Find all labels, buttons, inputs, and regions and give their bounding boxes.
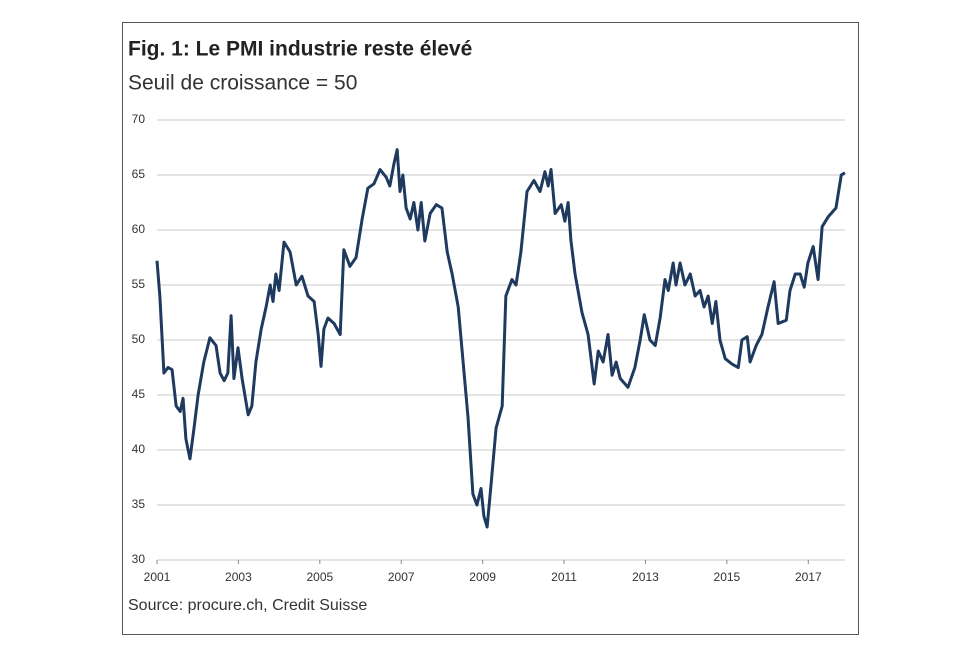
- y-tick-label: 40: [132, 442, 146, 456]
- line: [155, 148, 846, 529]
- y-tick-label: 45: [132, 387, 146, 401]
- x-tick-label: 2003: [225, 570, 252, 584]
- y-tick-label: 70: [132, 112, 146, 126]
- x-tick-label: 2017: [795, 570, 822, 584]
- chart-title: Fig. 1: Le PMI industrie reste élevé: [128, 38, 472, 61]
- chart-subtitle: Seuil de croissance = 50: [128, 72, 357, 95]
- source: Source: procure.ch, Credit Suisse: [128, 597, 367, 614]
- x-tick-label: 2013: [632, 570, 659, 584]
- y-tick-label: 50: [132, 332, 146, 346]
- x-tick-label: 2011: [551, 570, 577, 584]
- y-tick-label: 60: [132, 222, 146, 236]
- y-tick-label: 35: [132, 497, 146, 511]
- y-tick-label: 55: [132, 277, 146, 291]
- y-tick-label: 65: [132, 167, 146, 181]
- x-tick-label: 2015: [714, 570, 741, 584]
- y-tick-label: 30: [132, 552, 146, 566]
- x-tick-label: 2007: [388, 570, 415, 584]
- x-tick-label: 2005: [306, 570, 333, 584]
- x-tick-label: 2001: [144, 570, 171, 584]
- frame: [122, 22, 859, 635]
- x-tick-label: 2009: [469, 570, 496, 584]
